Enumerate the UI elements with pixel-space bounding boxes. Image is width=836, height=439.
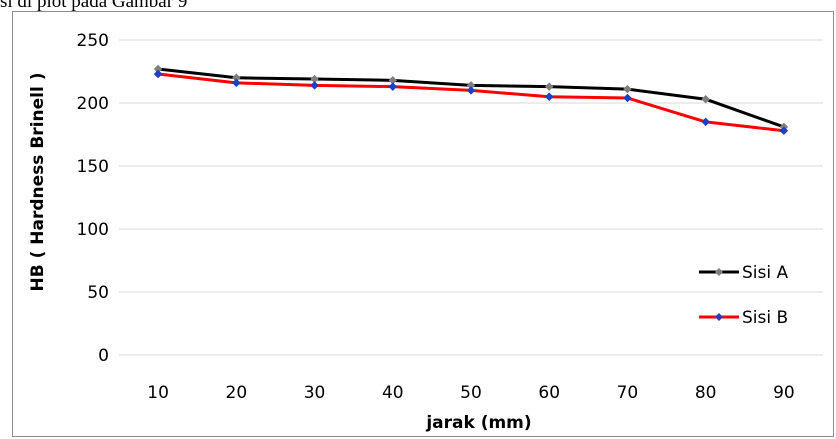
figure-caption-fragment: si di plot pada Gambar 9 xyxy=(0,0,188,12)
x-tick-label: 30 xyxy=(304,383,326,403)
y-axis-title: HB ( Hardness Brinell ) xyxy=(28,73,48,292)
data-point xyxy=(231,78,241,88)
legend-label: Sisi B xyxy=(742,308,788,328)
data-point xyxy=(466,86,476,95)
legend-swatch-marker xyxy=(715,313,723,321)
x-axis-ticks: 10 20 30 40 50 60 70 80 90 xyxy=(147,383,794,403)
legend-label: Sisi A xyxy=(742,263,788,283)
data-point xyxy=(388,82,398,91)
x-tick-label: 80 xyxy=(695,383,717,403)
y-tick-label: 0 xyxy=(98,346,109,366)
x-axis-title: jarak (mm) xyxy=(425,413,531,433)
data-point xyxy=(544,82,554,91)
x-tick-label: 50 xyxy=(460,383,482,403)
x-tick-label: 60 xyxy=(538,383,560,403)
data-point xyxy=(623,93,632,103)
x-tick-label: 20 xyxy=(226,383,248,403)
gridlines xyxy=(119,39,823,356)
data-point xyxy=(779,126,789,136)
series-lines xyxy=(153,64,789,136)
y-tick-label: 150 xyxy=(77,157,109,177)
data-point xyxy=(544,92,554,102)
chart-area: 0 50 100 150 200 250 10 20 30 40 50 60 70 80 90 HB ( … xyxy=(12,11,834,437)
data-point xyxy=(701,117,711,127)
y-axis-ticks: 0 50 100 150 200 250 xyxy=(77,31,109,366)
data-point xyxy=(623,84,632,94)
x-tick-label: 70 xyxy=(617,383,639,403)
x-tick-label: 40 xyxy=(382,383,404,403)
y-tick-label: 200 xyxy=(77,94,109,114)
legend: Sisi A Sisi B xyxy=(699,263,788,328)
data-point xyxy=(310,81,319,90)
x-tick-label: 90 xyxy=(773,383,795,403)
y-tick-label: 250 xyxy=(77,31,109,51)
data-point xyxy=(153,69,163,79)
data-point xyxy=(701,94,711,104)
x-tick-label: 10 xyxy=(147,383,169,403)
y-tick-label: 100 xyxy=(77,220,109,240)
y-tick-label: 50 xyxy=(87,283,109,303)
legend-swatch-marker xyxy=(715,268,723,276)
line-chart: 0 50 100 150 200 250 10 20 30 40 50 60 70 80 90 HB ( … xyxy=(28,31,823,433)
